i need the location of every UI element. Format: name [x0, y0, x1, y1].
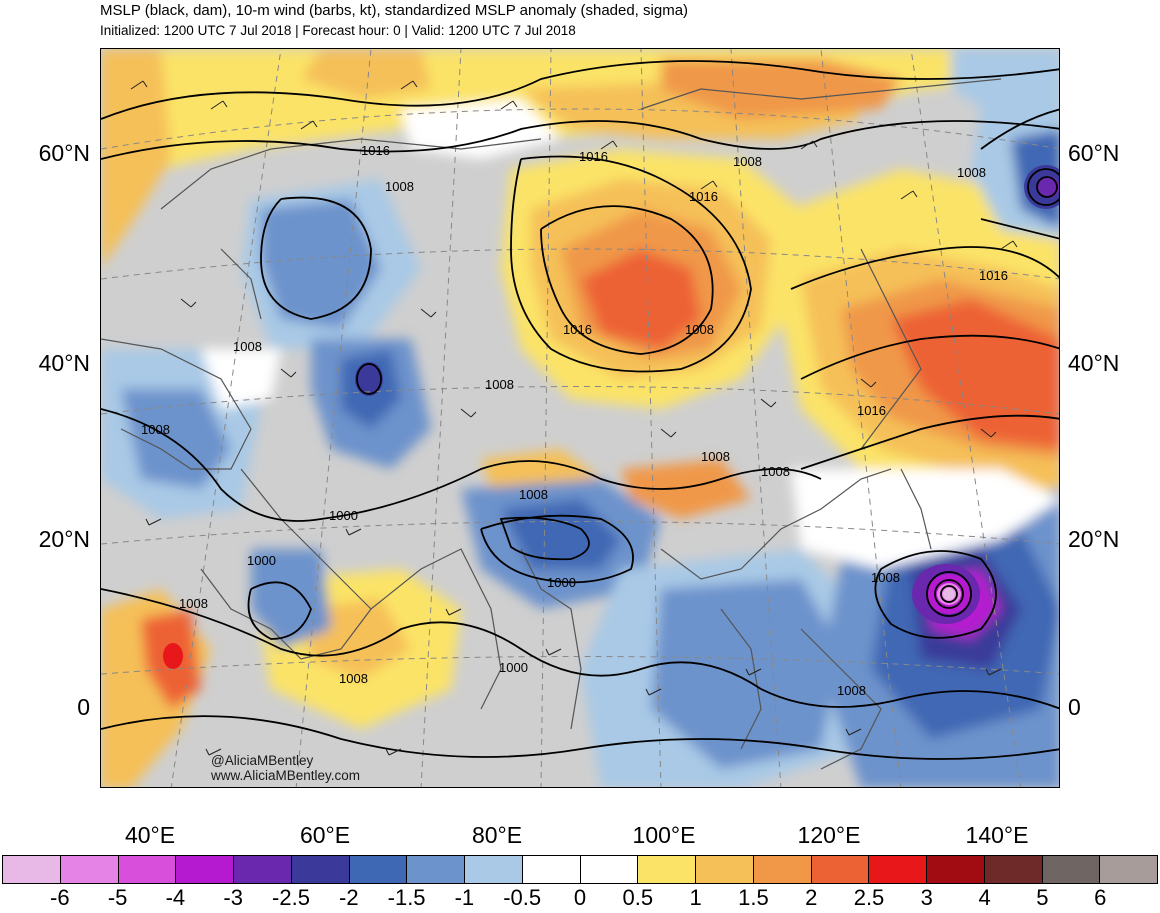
isobar-label: 1000	[547, 575, 576, 590]
colorbar-swatch	[522, 856, 581, 883]
map-graphics: 1016 1008 1016 1008 1016 1016 1008 1008 …	[101, 49, 1059, 787]
colorbar-ticks: -6 -5 -4 -3 -2.5 -2 -1.5 -1 -0.5 0 0.5 1 1.5 2 2.5 3 4 5 6	[0, 884, 1160, 913]
isobar-label: 1008	[519, 487, 548, 502]
isobar-label: 1008	[233, 339, 262, 354]
colorbar-swatch	[234, 856, 292, 883]
isobar-label: 1008	[685, 322, 714, 337]
lat-label-left: 0	[77, 694, 90, 720]
isobar-label: 1008	[701, 449, 730, 464]
colorbar-tick-label: 2.5	[853, 885, 885, 910]
isobar-label: 1008	[871, 570, 900, 585]
isobar-label: 1000	[329, 508, 358, 523]
isobar-label: 1008	[179, 596, 208, 611]
credit-website[interactable]: www.AliciaMBentley.com	[211, 768, 361, 783]
lon-label: 40°E	[124, 822, 176, 848]
lon-label: 140°E	[965, 822, 1029, 848]
colorbar-tick-label: 2	[805, 885, 818, 910]
wind-barbs	[130, 80, 1018, 756]
colorbar-swatch	[638, 856, 696, 883]
colorbar-tick-label: 6	[1094, 885, 1107, 910]
colorbar-swatch	[696, 856, 754, 883]
isobar-label: 1016	[979, 268, 1008, 283]
isobar-label: 1008	[733, 154, 762, 169]
colorbar-swatch	[927, 856, 985, 883]
coastlines	[101, 78, 1002, 770]
isobar-label: 1008	[339, 671, 368, 686]
colorbar-tick-label: 3	[920, 885, 933, 910]
colorbar-tick-label: 4	[978, 885, 991, 910]
isobar-labels: 1016 1008 1016 1008 1016 1016 1008 1008 …	[141, 143, 1008, 698]
lat-label-left: 60°N	[38, 140, 90, 166]
colorbar-swatch	[3, 856, 61, 883]
isobar-label: 1016	[361, 143, 390, 158]
anomaly-shading	[101, 49, 1059, 787]
colorbar-swatch	[349, 856, 408, 883]
colorbar-tick-label: -2.5	[272, 885, 310, 910]
colorbar-tick-label: -2	[339, 885, 359, 910]
lon-label: 120°E	[797, 822, 861, 848]
colorbar-swatch	[291, 856, 350, 883]
colorbar-swatch	[869, 856, 927, 883]
isobar-label: 1008	[837, 683, 866, 698]
colorbar-swatch	[465, 856, 523, 883]
lon-label: 80°E	[471, 822, 523, 848]
colorbar-tick-label: -0.5	[503, 885, 542, 910]
colorbar-tick-label: -1	[454, 885, 475, 910]
chart-title: MSLP (black, dam), 10-m wind (barbs, kt)…	[100, 2, 689, 19]
typhoon-center-marker	[943, 588, 955, 600]
lon-label: 60°E	[299, 822, 351, 848]
colorbar-swatch	[176, 856, 234, 883]
colorbar-tick-label: 5	[1036, 885, 1049, 910]
credit-handle: @AliciaMBentley	[211, 753, 314, 768]
colorbar-swatch	[580, 856, 639, 883]
colorbar-tick-label: -3	[223, 885, 243, 910]
isobar-label: 1008	[957, 165, 986, 180]
colorbar-tick-label: 1	[689, 885, 702, 910]
colorbar-swatch	[753, 856, 812, 883]
isobar-label: 1016	[857, 403, 886, 418]
weather-map: 1016 1008 1016 1008 1016 1016 1008 1008 …	[100, 48, 1060, 788]
colorbar-tick-label: 1.5	[738, 885, 769, 910]
chart-subtitle: Initialized: 1200 UTC 7 Jul 2018 | Forec…	[100, 23, 576, 38]
colorbar-tick-label: 0.5	[622, 885, 654, 910]
lon-label: 100°E	[632, 822, 696, 848]
lat-label-left: 40°N	[38, 350, 90, 376]
lat-label-right: 60°N	[1068, 140, 1120, 166]
isobar-label: 1000	[247, 553, 276, 568]
isobar-label: 1016	[689, 189, 718, 204]
colorbar-tick-label: -6	[50, 885, 70, 910]
colorbar-swatch	[118, 856, 177, 883]
lat-label-left: 20°N	[38, 526, 90, 552]
isobar-label: 1008	[385, 179, 414, 194]
colorbar-swatch	[60, 856, 119, 883]
isobar-label: 1016	[563, 322, 592, 337]
colorbar-swatch	[811, 856, 870, 883]
lat-label-right: 0	[1068, 694, 1081, 720]
colorbar	[2, 855, 1158, 884]
isobar-label: 1008	[761, 464, 790, 479]
high-anomaly-marker	[163, 643, 183, 669]
colorbar-swatch	[984, 856, 1043, 883]
isobar-label: 1016	[579, 149, 608, 164]
colorbar-swatch	[1042, 856, 1101, 883]
isobar-label: 1000	[499, 660, 528, 675]
isobar-label: 1008	[485, 377, 514, 392]
isobars	[101, 60, 1059, 760]
colorbar-swatch	[407, 856, 465, 883]
lat-label-right: 40°N	[1068, 350, 1120, 376]
colorbar-swatch	[1100, 856, 1157, 883]
colorbar-tick-label: -5	[107, 885, 128, 910]
lat-label-right: 20°N	[1068, 526, 1120, 552]
colorbar-tick-label: -4	[165, 885, 186, 910]
isobar-label: 1008	[141, 422, 170, 437]
colorbar-tick-label: 0	[573, 885, 587, 910]
colorbar-tick-label: -1.5	[387, 885, 426, 910]
low-center-marker	[355, 362, 383, 396]
